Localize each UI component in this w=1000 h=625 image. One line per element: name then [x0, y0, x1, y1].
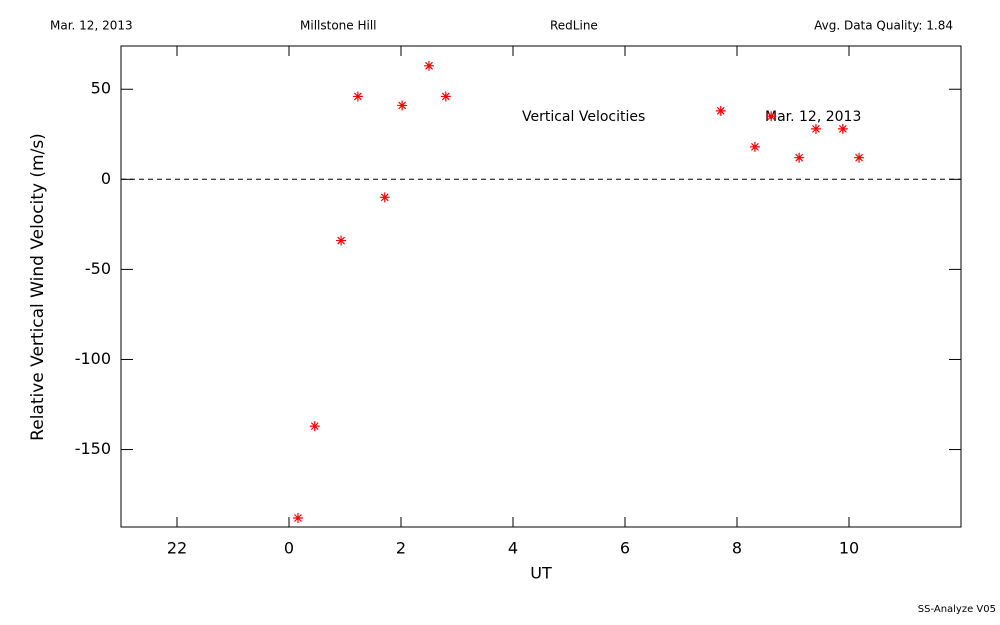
header-site: Millstone Hill — [300, 19, 376, 33]
point — [440, 91, 451, 102]
y-tick-label: -150 — [75, 439, 111, 458]
x-tick-label: 8 — [732, 539, 742, 558]
point — [749, 141, 760, 152]
y-tick-label: 0 — [101, 169, 111, 188]
point — [766, 111, 777, 122]
header-quality: Avg. Data Quality: 1.84 — [814, 19, 953, 33]
point — [352, 91, 363, 102]
point — [794, 152, 805, 163]
footer: SS-Analyze V05 — [918, 604, 996, 615]
annotation: Vertical Velocities — [522, 109, 645, 125]
point — [837, 123, 848, 134]
point — [292, 512, 303, 523]
x-tick-label: 4 — [508, 539, 518, 558]
x-tick-label: 0 — [284, 539, 294, 558]
plot-frame — [120, 45, 962, 528]
point — [715, 105, 726, 116]
x-tick-label: 2 — [396, 539, 406, 558]
header-date: Mar. 12, 2013 — [50, 19, 133, 33]
point — [810, 123, 821, 134]
point — [424, 60, 434, 71]
y-tick-label: 50 — [91, 79, 111, 98]
y-tick-label: -100 — [75, 349, 111, 368]
header-line: RedLine — [550, 19, 598, 33]
annotation: Mar. 12, 2013 — [765, 109, 861, 125]
y-axis-label: Relative Vertical Wind Velocity (m/s) — [28, 133, 48, 441]
point — [336, 235, 347, 246]
point — [379, 192, 390, 203]
x-axis-label: UT — [530, 564, 552, 583]
x-tick-label: 6 — [620, 539, 630, 558]
point — [397, 100, 408, 111]
y-tick-label: -50 — [85, 259, 111, 278]
point — [854, 152, 865, 163]
x-tick-label: 10 — [839, 539, 859, 558]
point — [309, 421, 320, 432]
x-tick-label: 22 — [167, 539, 187, 558]
